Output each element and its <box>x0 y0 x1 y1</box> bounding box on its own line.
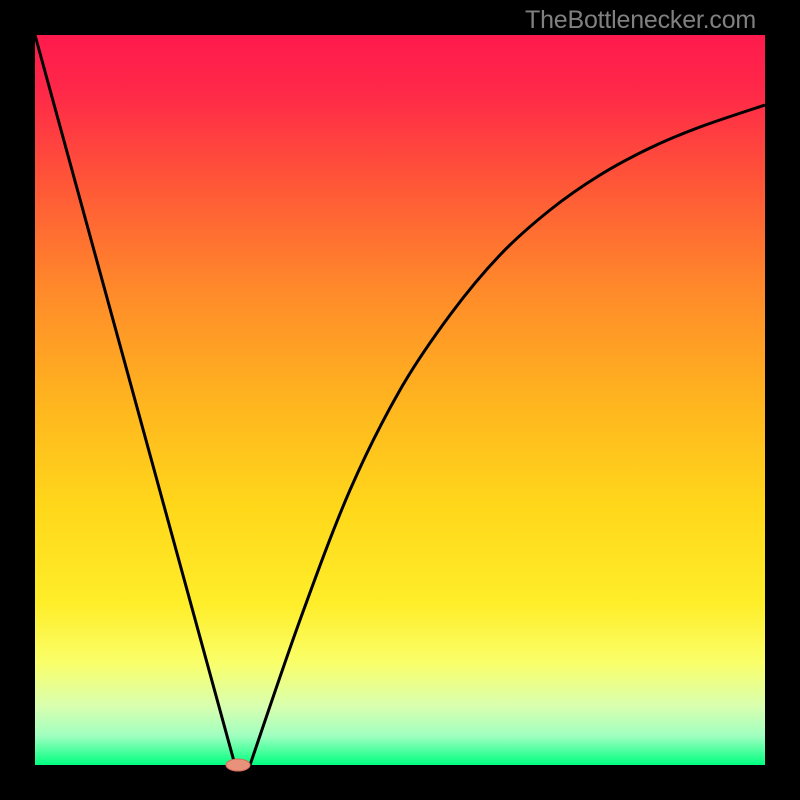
watermark-text: TheBottlenecker.com <box>525 6 756 35</box>
minimum-marker <box>226 759 250 771</box>
chart-canvas <box>0 0 800 800</box>
